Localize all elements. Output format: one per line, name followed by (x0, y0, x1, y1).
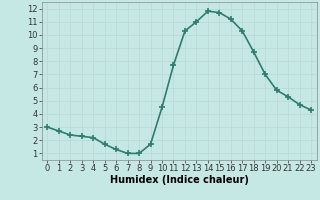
X-axis label: Humidex (Indice chaleur): Humidex (Indice chaleur) (110, 175, 249, 185)
